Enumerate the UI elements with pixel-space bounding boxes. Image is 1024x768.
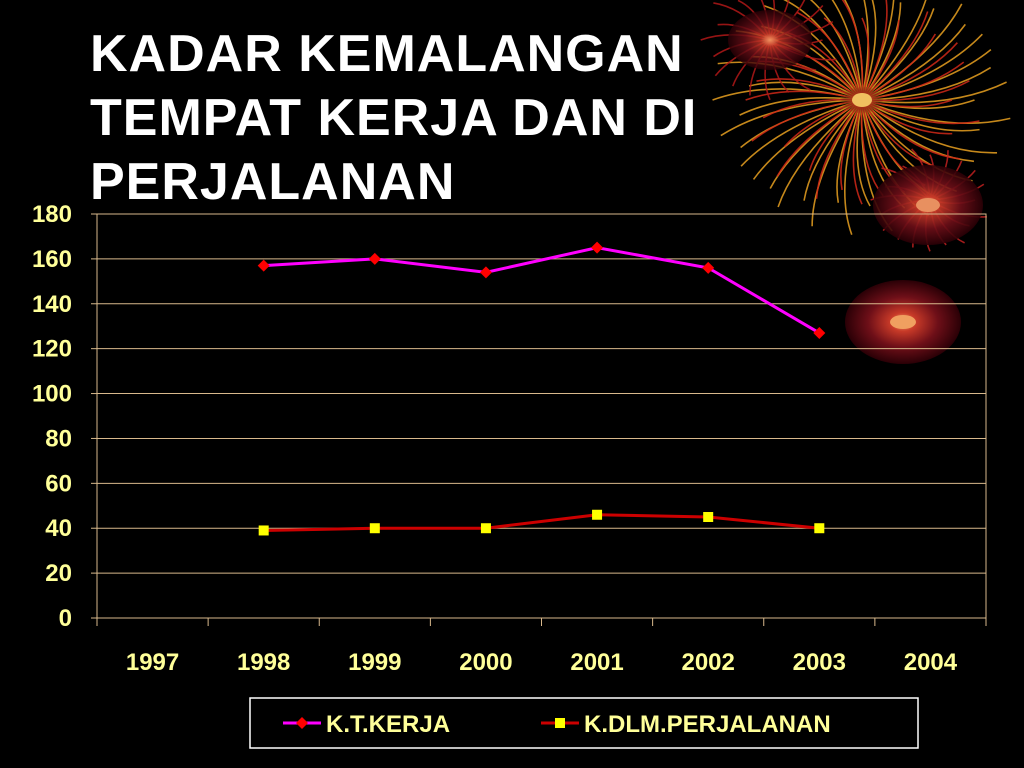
legend: K.T.KERJA K.DLM.PERJALANAN: [249, 697, 919, 749]
x-tick-label: 2004: [904, 649, 958, 676]
y-tick-label: 60: [45, 470, 72, 497]
legend-marker-kt-kerja: [296, 717, 308, 729]
y-tick-label: 160: [32, 246, 72, 273]
legend-label-kt-kerja: K.T.KERJA: [326, 711, 450, 738]
data-point-k-dlm-perjalanan: [258, 525, 269, 536]
y-tick-label: 180: [32, 201, 72, 228]
x-tick-label: 2000: [459, 649, 512, 676]
legend-label-k-dlm-perjalanan: K.DLM.PERJALANAN: [584, 711, 831, 738]
x-tick-label: 2001: [570, 649, 623, 676]
data-point-k-dlm-perjalanan: [703, 512, 714, 522]
data-point-kt-kerja: [702, 261, 715, 274]
data-point-kt-kerja: [591, 241, 604, 254]
y-tick-label: 100: [32, 381, 72, 408]
y-tick-label: 40: [45, 515, 72, 542]
data-point-kt-kerja: [479, 266, 492, 279]
x-tick-label: 2003: [793, 649, 846, 676]
data-point-k-dlm-perjalanan: [592, 509, 603, 520]
gridlines: [97, 213, 986, 574]
x-tick-label: 1999: [348, 649, 401, 676]
x-tick-label: 2002: [681, 649, 734, 676]
slide-title: KADAR KEMALANGAN TEMPAT KERJA DAN DI PER…: [90, 25, 698, 211]
data-point-k-dlm-perjalanan: [480, 523, 491, 534]
series: [257, 241, 826, 536]
y-tick-label: 80: [45, 425, 72, 452]
plot-area-border: [96, 213, 987, 619]
x-tick-label: 1998: [237, 649, 290, 676]
y-tick-label: 120: [32, 336, 72, 363]
x-tick-label: 1997: [126, 649, 179, 676]
axes: [91, 213, 987, 626]
y-tick-label: 140: [32, 291, 72, 318]
data-point-kt-kerja: [257, 259, 270, 272]
data-point-kt-kerja: [813, 326, 826, 339]
series-line-k-dlm-perjalanan: [263, 513, 820, 532]
y-axis-tick-labels: 0 20 40 60 80 100 120 140 160 180: [32, 201, 72, 632]
data-point-kt-kerja: [368, 252, 381, 265]
data-point-k-dlm-perjalanan: [369, 523, 380, 534]
glowing-orb-icon: [845, 280, 961, 364]
y-tick-label: 20: [45, 560, 72, 587]
data-point-k-dlm-perjalanan: [814, 523, 825, 534]
y-tick-label: 0: [59, 605, 72, 632]
series-line-kt-kerja: [263, 246, 821, 335]
firework-burst-icon: [700, 0, 1011, 252]
legend-box: [249, 697, 919, 749]
legend-marker-k-dlm-perjalanan: [555, 718, 565, 728]
x-axis-tick-labels: 1997 1998 1999 2000 2001 2002 2003 2004: [126, 649, 958, 676]
